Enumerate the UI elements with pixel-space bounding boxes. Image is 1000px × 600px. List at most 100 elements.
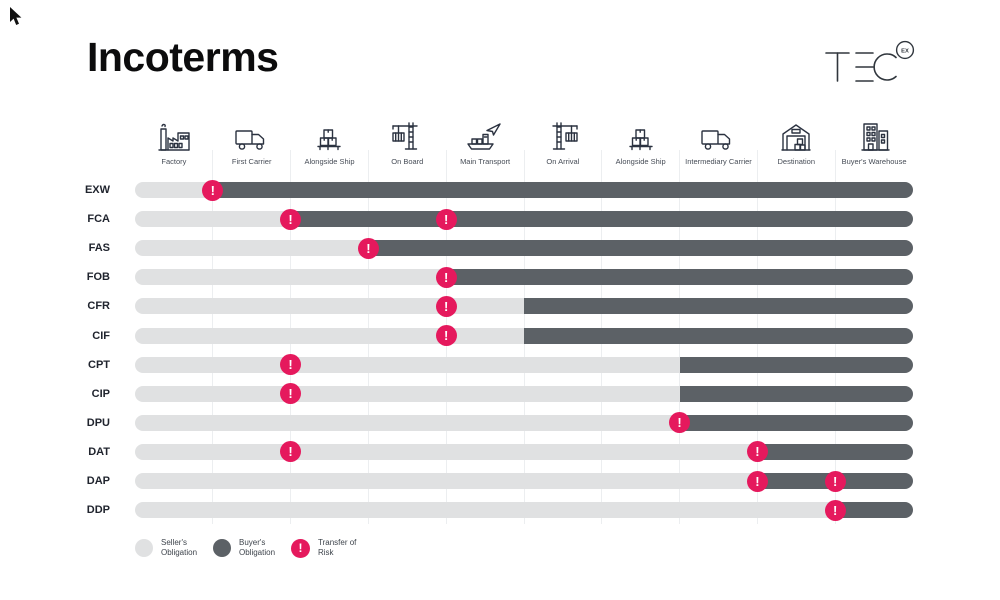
column-header-on-board: On Board <box>368 104 446 166</box>
legend-seller-label: Seller's Obligation <box>161 538 198 558</box>
incoterm-bar-dap <box>135 473 913 489</box>
row-label-cif: CIF <box>92 329 110 342</box>
buyer-obligation-segment <box>290 211 913 228</box>
column-header-factory: Factory <box>135 104 213 166</box>
column-label: Factory <box>161 157 187 166</box>
row-label-cip: CIP <box>91 387 110 400</box>
transfer-of-risk-marker: ! <box>824 499 846 521</box>
column-header-alongside-ship: Alongside Ship <box>602 104 680 166</box>
seller-obligation-dot <box>135 539 153 558</box>
column-header-alongside-ship: Alongside Ship <box>291 104 369 166</box>
incoterm-bar-cpt <box>135 356 913 373</box>
buyer-obligation-segment <box>212 182 913 198</box>
column-header-destination: Destination <box>757 104 835 166</box>
column-label: On Arrival <box>546 157 580 166</box>
buyer-obligation-dot <box>213 539 231 558</box>
row-label-cpt: CPT <box>88 358 110 371</box>
buyer-obligation-segment <box>446 269 913 286</box>
row-label-dat: DAT <box>88 445 110 458</box>
building-icon <box>857 110 891 152</box>
legend-seller: Seller's Obligation <box>135 538 207 559</box>
row-label-fas: FAS <box>88 242 110 255</box>
incoterm-bar-fca <box>135 211 913 228</box>
seller-obligation-segment <box>135 473 758 489</box>
seller-obligation-segment <box>135 356 680 373</box>
transfer-of-risk-marker: ! <box>435 208 457 230</box>
seller-obligation-segment <box>135 385 680 402</box>
buyer-obligation-segment <box>679 356 913 373</box>
transfer-of-risk-marker: ! <box>357 237 379 259</box>
incoterm-bar-cfr <box>135 298 913 315</box>
column-label: Alongside Ship <box>304 157 355 166</box>
transfer-of-risk-marker: ! <box>435 295 457 317</box>
transfer-of-risk-marker: ! <box>746 441 768 463</box>
logo-badge-circle <box>895 40 915 60</box>
transfer-of-risk-marker: ! <box>280 354 302 376</box>
transfer-of-risk-marker: ! <box>202 179 224 201</box>
seller-obligation-segment <box>135 211 291 228</box>
column-label: Destination <box>777 157 816 166</box>
ship-plane-icon <box>465 110 505 152</box>
seller-obligation-segment <box>135 327 524 344</box>
tecex-logo: EX <box>824 40 916 93</box>
column-header-main-transport: Main Transport <box>446 104 524 166</box>
buyer-obligation-segment <box>835 502 913 519</box>
column-header-buyer-s-warehouse: Buyer's Warehouse <box>835 104 913 166</box>
row-label-cfr: CFR <box>87 300 110 313</box>
incoterm-bar-fob <box>135 269 913 286</box>
seller-obligation-segment <box>135 298 524 315</box>
transfer-of-risk-marker: ! <box>435 266 457 288</box>
factory-icon <box>157 110 191 152</box>
transfer-of-risk-dot: ! <box>291 538 310 558</box>
seller-obligation-segment <box>135 443 758 460</box>
transfer-of-risk-marker: ! <box>669 412 691 434</box>
pallet-boxes-icon <box>624 110 658 152</box>
column-label: On Board <box>391 157 424 166</box>
column-label: Intermediary Carrier <box>685 157 752 166</box>
incoterm-bar-cip <box>135 385 913 402</box>
transfer-of-risk-marker: ! <box>280 441 302 463</box>
transfer-of-risk-marker: ! <box>280 208 302 230</box>
logo-letters <box>825 52 897 82</box>
column-label: Main Transport <box>460 157 511 166</box>
logo-badge-text: EX <box>901 48 909 54</box>
row-label-dap: DAP <box>86 475 110 487</box>
warehouse-icon <box>779 110 813 152</box>
seller-obligation-segment <box>135 502 836 519</box>
row-label-ddp: DDP <box>86 504 110 517</box>
column-label: Buyer's Warehouse <box>841 157 907 166</box>
mouse-cursor-icon <box>10 7 22 25</box>
legend-risk: ! Transfer of Risk <box>291 538 364 559</box>
incoterm-bar-cif <box>135 327 913 344</box>
seller-obligation-segment <box>135 269 447 286</box>
pallet-boxes-icon <box>312 110 346 152</box>
buyer-obligation-segment <box>368 240 913 257</box>
transfer-of-risk-marker: ! <box>435 325 457 346</box>
buyer-obligation-segment <box>757 443 913 460</box>
row-label-dpu: DPU <box>86 416 110 429</box>
truck-icon <box>700 110 736 152</box>
incoterm-bar-dat <box>135 443 913 460</box>
truck-icon <box>234 110 270 152</box>
legend-buyer: Buyer's Obligation <box>213 538 285 559</box>
incoterms-chart: EXW! FCA!! FAS! FOB! CFR! CIF! CPT! CIP! DPU! DAT… <box>85 150 913 528</box>
buyer-obligation-segment <box>524 298 913 315</box>
transfer-of-risk-marker: ! <box>824 470 846 492</box>
buyer-obligation-segment <box>679 385 913 402</box>
column-label: Alongside Ship <box>615 157 666 166</box>
legend-buyer-label: Buyer's Obligation <box>239 538 276 558</box>
seller-obligation-segment <box>135 182 213 198</box>
column-header-intermediary-carrier: Intermediary Carrier <box>680 104 758 166</box>
transfer-of-risk-marker: ! <box>746 470 768 492</box>
buyer-obligation-segment <box>524 327 913 344</box>
column-header-first-carrier: First Carrier <box>213 104 291 166</box>
row-label-exw: EXW <box>84 184 110 196</box>
incoterm-bar-exw <box>135 182 913 198</box>
row-label-fca: FCA <box>87 213 110 226</box>
buyer-obligation-segment <box>679 414 913 431</box>
incoterm-bar-fas <box>135 240 913 257</box>
column-label: First Carrier <box>231 157 272 166</box>
seller-obligation-segment <box>135 240 369 257</box>
legend-risk-label: Transfer of Risk <box>318 538 357 558</box>
